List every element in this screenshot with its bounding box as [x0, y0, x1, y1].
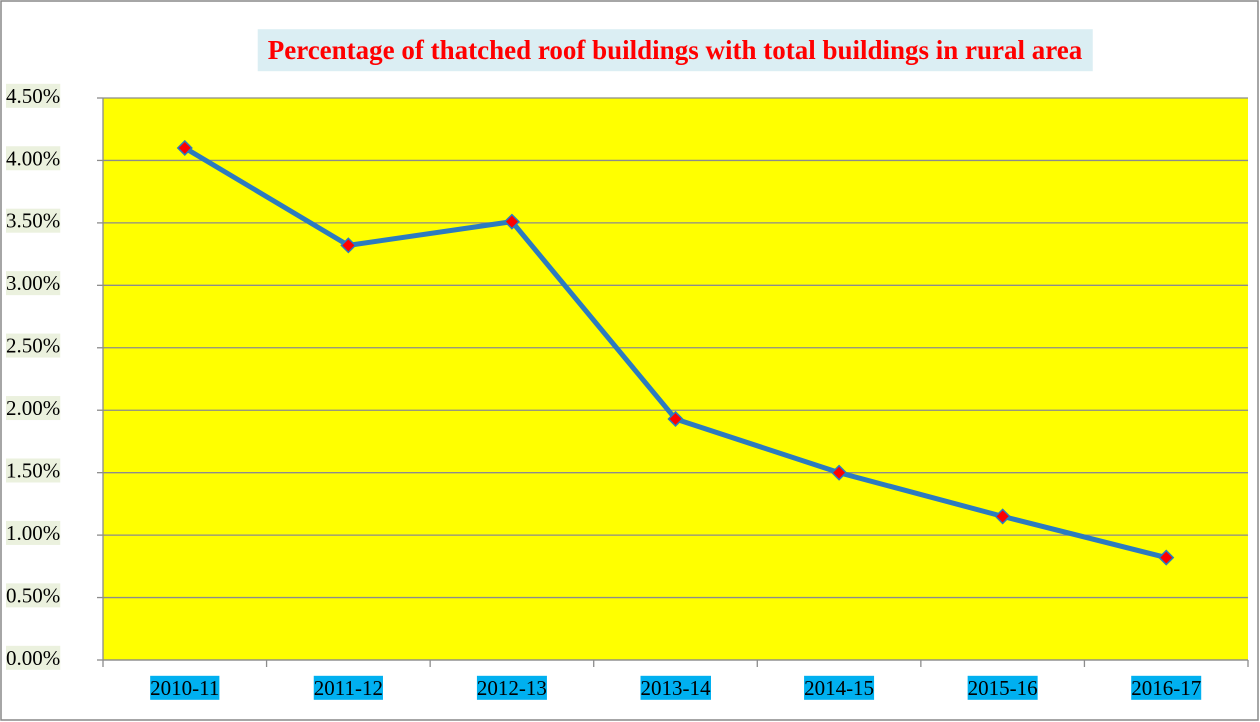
y-tick-label: 2.00%	[6, 396, 60, 420]
y-tick-label: 0.00%	[6, 646, 60, 670]
x-tick-label-background	[476, 675, 547, 700]
y-tick-label-background	[6, 146, 61, 171]
y-tick-label: 1.50%	[6, 458, 60, 482]
point-marker	[1158, 549, 1175, 566]
y-tick-label-background	[6, 458, 61, 483]
x-tick-label: 2013-14	[641, 676, 711, 700]
y-tick-label-background	[6, 271, 61, 296]
point-marker	[340, 237, 357, 254]
x-tick-label: 2010-11	[150, 676, 219, 700]
x-tick-label: 2011-12	[314, 676, 383, 700]
y-tick-label: 3.00%	[6, 271, 60, 295]
y-tick-label: 4.00%	[6, 146, 60, 170]
x-tick-label-background	[640, 675, 711, 700]
x-tick-label: 2015-16	[968, 676, 1038, 700]
y-tick-label: 2.50%	[6, 334, 60, 358]
plot-area	[103, 98, 1248, 660]
chart-title: Percentage of thatched roof buildings wi…	[268, 35, 1083, 65]
x-tick-label-background	[313, 675, 383, 700]
point-marker	[667, 410, 684, 428]
title-background	[257, 29, 1093, 72]
y-tick-label-background	[6, 520, 61, 545]
y-tick-label-background	[6, 645, 61, 670]
x-tick-label: 2014-15	[804, 676, 874, 700]
y-tick-label: 0.50%	[6, 583, 60, 607]
y-tick-label-background	[6, 208, 61, 233]
x-tick-label: 2012-13	[477, 676, 547, 700]
x-tick-label-background	[1131, 675, 1202, 700]
y-tick-label-background	[6, 396, 61, 421]
y-tick-label-background	[6, 333, 61, 358]
y-tick-label: 1.00%	[6, 521, 60, 545]
y-tick-label: 4.50%	[6, 84, 60, 108]
y-tick-label: 3.50%	[6, 209, 60, 233]
y-tick-label-background	[6, 583, 61, 608]
point-marker	[503, 213, 520, 230]
y-tick-label-background	[6, 83, 61, 108]
x-tick-label-background	[804, 675, 875, 700]
x-tick-label-background	[967, 675, 1038, 700]
point-marker	[831, 464, 848, 481]
point-marker	[176, 139, 193, 157]
x-tick-label: 2016-17	[1131, 676, 1201, 700]
point-marker	[994, 508, 1011, 525]
x-tick-label-background	[150, 675, 220, 700]
